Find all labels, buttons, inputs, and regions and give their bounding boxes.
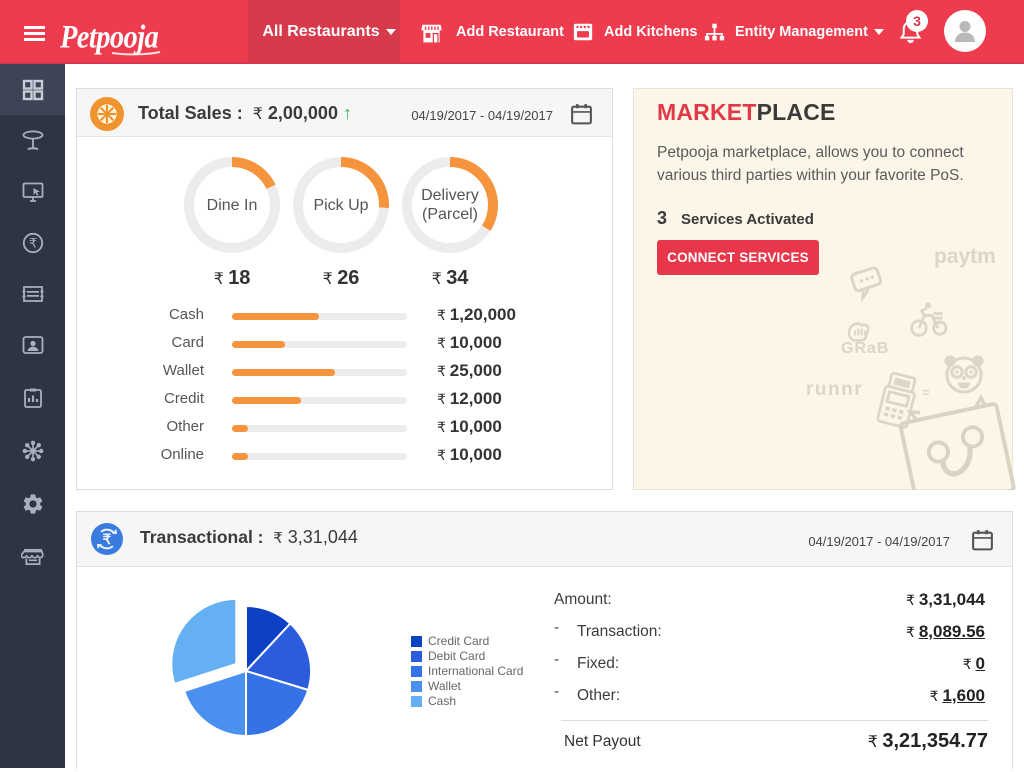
svg-text:₹: ₹ — [28, 235, 36, 250]
svg-text:₹: ₹ — [103, 531, 112, 547]
svg-text:Petpooja: Petpooja — [60, 19, 159, 55]
